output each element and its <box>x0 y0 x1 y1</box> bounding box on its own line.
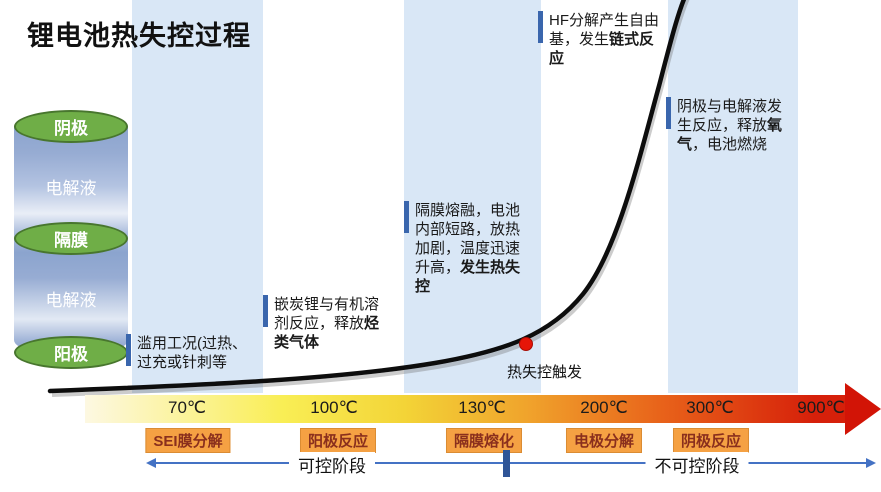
annotation-cathode-post: ，电池燃烧 <box>692 136 768 153</box>
temperature-band-2 <box>404 0 541 393</box>
annotation-text: 滥用工况(过热、过充或针刺等 <box>137 334 261 372</box>
annotation-hydro-pre: 嵌炭锂与有机溶剂反应，释放 <box>274 296 380 332</box>
stage-range-line <box>152 462 868 464</box>
trigger-point-dot <box>519 337 533 351</box>
chip-cathode-reaction: 阴极反应 <box>672 428 750 453</box>
temperature-axis-bar <box>85 395 845 423</box>
stage-divider-bar <box>503 450 510 477</box>
temperature-axis-arrowhead-icon <box>845 383 881 435</box>
separator-cap: 隔膜 <box>14 222 128 255</box>
annotation-marker-bar <box>263 295 268 327</box>
anode-cap: 阳极 <box>14 336 128 369</box>
cathode-cap: 阴极 <box>14 110 128 143</box>
tick-130c: 130℃ <box>458 398 506 417</box>
annotation-sep-bold: 发生热失控 <box>415 259 521 295</box>
annotation-hydrocarbon-gas: 嵌炭锂与有机溶剂反应，释放烃类气体 <box>263 295 388 352</box>
annotation-hf-bold: 链式反应 <box>549 31 655 67</box>
page-title: 锂电池热失控过程 <box>27 21 251 51</box>
trigger-point-label: 热失控触发 <box>507 364 583 381</box>
annotation-text: 阴极与电解液发生反应，释放氧气，电池燃烧 <box>677 97 791 154</box>
tick-100c: 100℃ <box>310 398 358 417</box>
annotation-hf-decomposition: HF分解产生自由基，发生链式反应 <box>538 11 663 68</box>
cathode-label: 阴极 <box>54 119 88 138</box>
battery-schematic: 电解液 电解液 阴极 隔膜 阳极 <box>12 108 132 370</box>
uncontrollable-stage-label: 不可控阶段 <box>645 452 749 477</box>
range-arrow-right-icon <box>866 458 876 468</box>
temperature-band-3 <box>668 0 798 393</box>
range-arrow-left-icon <box>146 458 156 468</box>
anode-label: 阳极 <box>54 345 88 364</box>
annotation-hydro-bold: 烃类气体 <box>274 315 380 351</box>
annotation-text: 隔膜熔融，电池内部短路，放热加剧，温度迅速升高，发生热失控 <box>415 201 529 296</box>
annotation-abuse-text: 滥用工况(过热、过充或针刺等 <box>137 335 247 371</box>
annotation-cathode-bold: 氧气 <box>677 117 783 153</box>
annotation-marker-bar <box>538 11 543 43</box>
annotation-text: HF分解产生自由基，发生链式反应 <box>549 11 663 68</box>
separator-label: 隔膜 <box>54 231 88 250</box>
tick-900c: 900℃ <box>797 398 845 417</box>
electrolyte-label-bottom: 电解液 <box>45 291 97 310</box>
tick-300c: 300℃ <box>686 398 734 417</box>
annotation-hf-pre: HF分解产生自由基，发生 <box>549 12 659 48</box>
chip-separator-melting: 隔膜熔化 <box>445 428 523 453</box>
tick-70c: 70℃ <box>167 398 207 417</box>
annotation-abuse-conditions: 滥用工况(过热、过充或针刺等 <box>126 334 261 372</box>
annotation-marker-bar <box>404 201 409 233</box>
annotation-marker-bar <box>666 97 671 129</box>
annotation-text: 嵌炭锂与有机溶剂反应，释放烃类气体 <box>274 295 388 352</box>
controllable-stage-label: 可控阶段 <box>289 452 375 477</box>
chip-anode-reaction: 阳极反应 <box>299 428 377 453</box>
chip-sei-decomposition: SEI膜分解 <box>145 428 231 453</box>
electrolyte-label-top: 电解液 <box>45 179 97 198</box>
annotation-cathode-pre: 阴极与电解液发生反应，释放 <box>677 98 783 134</box>
annotation-marker-bar <box>126 334 131 366</box>
annotation-separator-melt: 隔膜熔融，电池内部短路，放热加剧，温度迅速升高，发生热失控 <box>404 201 529 296</box>
annotation-sep-pre: 隔膜熔融，电池内部短路，放热加剧，温度迅速升高， <box>415 202 521 276</box>
chip-electrode-decomposition: 电极分解 <box>565 428 643 453</box>
tick-200c: 200℃ <box>580 398 628 417</box>
annotation-cathode-reaction: 阴极与电解液发生反应，释放氧气，电池燃烧 <box>666 97 791 154</box>
